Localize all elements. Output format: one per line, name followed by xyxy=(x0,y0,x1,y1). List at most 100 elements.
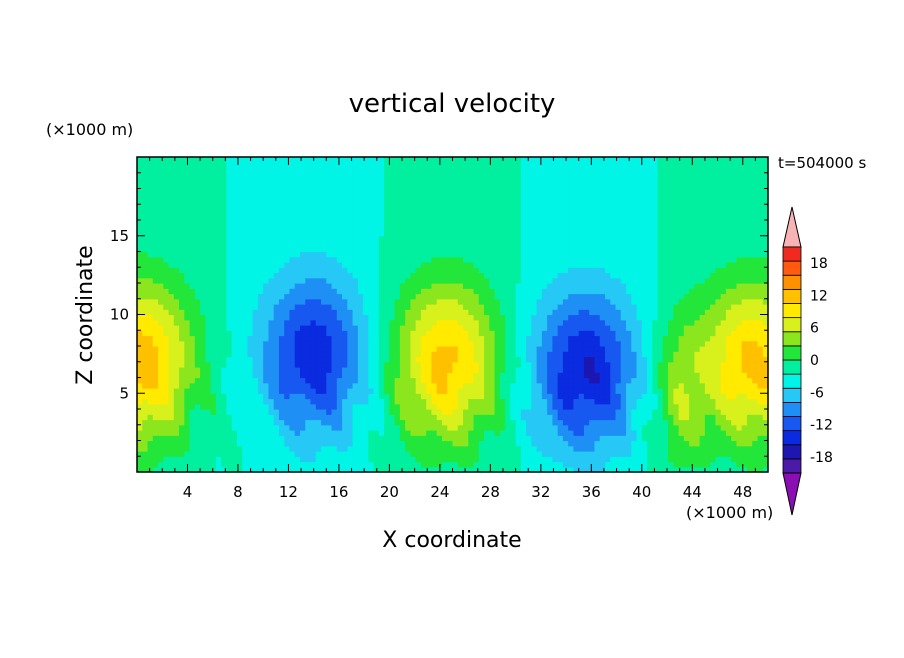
field-cell xyxy=(484,167,490,174)
field-cell xyxy=(415,351,422,358)
field-cell xyxy=(484,241,490,247)
field-cell xyxy=(284,398,291,405)
field-cell xyxy=(520,314,527,321)
field-cell xyxy=(273,445,280,452)
field-cell xyxy=(200,256,206,263)
field-cell xyxy=(473,220,480,226)
field-cell xyxy=(142,409,149,415)
field-cell xyxy=(236,272,243,279)
field-cell xyxy=(189,325,196,331)
field-cell xyxy=(200,346,206,352)
field-cell xyxy=(210,246,217,253)
field-cell xyxy=(531,199,538,205)
field-cell xyxy=(231,398,238,405)
field-cell xyxy=(331,382,338,389)
field-cell xyxy=(457,367,464,373)
field-cell xyxy=(189,372,196,379)
field-cell xyxy=(158,167,164,174)
field-cell xyxy=(268,267,275,274)
field-cell xyxy=(257,367,264,373)
field-cell xyxy=(373,304,380,310)
field-cell xyxy=(184,424,191,431)
field-cell xyxy=(436,346,443,352)
field-cell xyxy=(210,398,217,405)
field-cell xyxy=(331,388,338,394)
field-cell xyxy=(489,367,496,373)
field-cell xyxy=(236,461,243,468)
field-cell xyxy=(557,304,564,310)
field-cell xyxy=(389,340,396,347)
field-cell xyxy=(179,199,185,205)
field-cell xyxy=(357,220,364,226)
field-cell xyxy=(557,235,564,242)
field-cell xyxy=(336,251,343,258)
field-cell xyxy=(484,178,490,184)
field-cell xyxy=(357,361,364,368)
field-cell xyxy=(499,319,506,326)
field-cell xyxy=(484,230,490,237)
field-cell xyxy=(194,267,201,274)
field-cell xyxy=(184,172,191,179)
field-cell xyxy=(158,209,164,216)
field-cell xyxy=(415,230,422,237)
field-cell xyxy=(142,262,149,268)
field-cell xyxy=(515,435,522,442)
field-cell xyxy=(173,424,180,431)
field-cell xyxy=(526,183,532,190)
field-cell xyxy=(336,199,343,205)
field-cell xyxy=(520,157,527,163)
field-cell xyxy=(463,277,469,284)
field-cell xyxy=(289,267,296,274)
field-cell xyxy=(357,230,364,237)
field-cell xyxy=(221,435,227,442)
field-cell xyxy=(189,162,196,169)
field-cell xyxy=(278,456,285,463)
field-cell xyxy=(310,230,317,237)
field-cell xyxy=(363,246,369,253)
field-cell xyxy=(378,445,385,452)
field-cell xyxy=(205,256,212,263)
field-cell xyxy=(426,319,433,326)
field-cell xyxy=(158,225,164,232)
field-cell xyxy=(294,314,301,321)
field-cell xyxy=(336,204,343,211)
field-cell xyxy=(315,293,322,300)
field-cell xyxy=(520,451,527,457)
field-cell xyxy=(399,272,406,279)
field-cell xyxy=(526,398,532,405)
field-cell xyxy=(452,398,459,405)
field-cell xyxy=(273,393,280,400)
field-cell xyxy=(352,403,359,410)
field-cell xyxy=(547,214,554,221)
field-cell xyxy=(489,424,496,431)
field-cell xyxy=(252,461,259,468)
field-cell xyxy=(242,204,249,211)
field-cell xyxy=(252,246,259,253)
field-cell xyxy=(515,157,522,163)
field-cell xyxy=(294,393,301,400)
field-cell xyxy=(315,346,322,352)
field-cell xyxy=(142,298,149,305)
field-cell xyxy=(405,451,412,457)
field-cell xyxy=(205,466,212,472)
field-cell xyxy=(210,225,217,232)
field-cell xyxy=(568,466,575,472)
field-cell xyxy=(373,246,380,253)
field-cell xyxy=(363,214,369,221)
field-cell xyxy=(557,277,564,284)
field-cell xyxy=(415,398,422,405)
field-cell xyxy=(221,251,227,258)
field-cell xyxy=(168,351,175,358)
field-cell xyxy=(494,283,501,289)
field-cell xyxy=(447,445,454,452)
field-cell xyxy=(152,382,159,389)
field-cell xyxy=(384,304,390,310)
field-cell xyxy=(436,367,443,373)
field-cell xyxy=(452,230,459,237)
field-cell xyxy=(200,372,206,379)
field-cell xyxy=(478,214,485,221)
field-cell xyxy=(347,325,354,331)
field-cell xyxy=(463,188,469,195)
field-cell xyxy=(478,251,485,258)
field-cell xyxy=(436,204,443,211)
